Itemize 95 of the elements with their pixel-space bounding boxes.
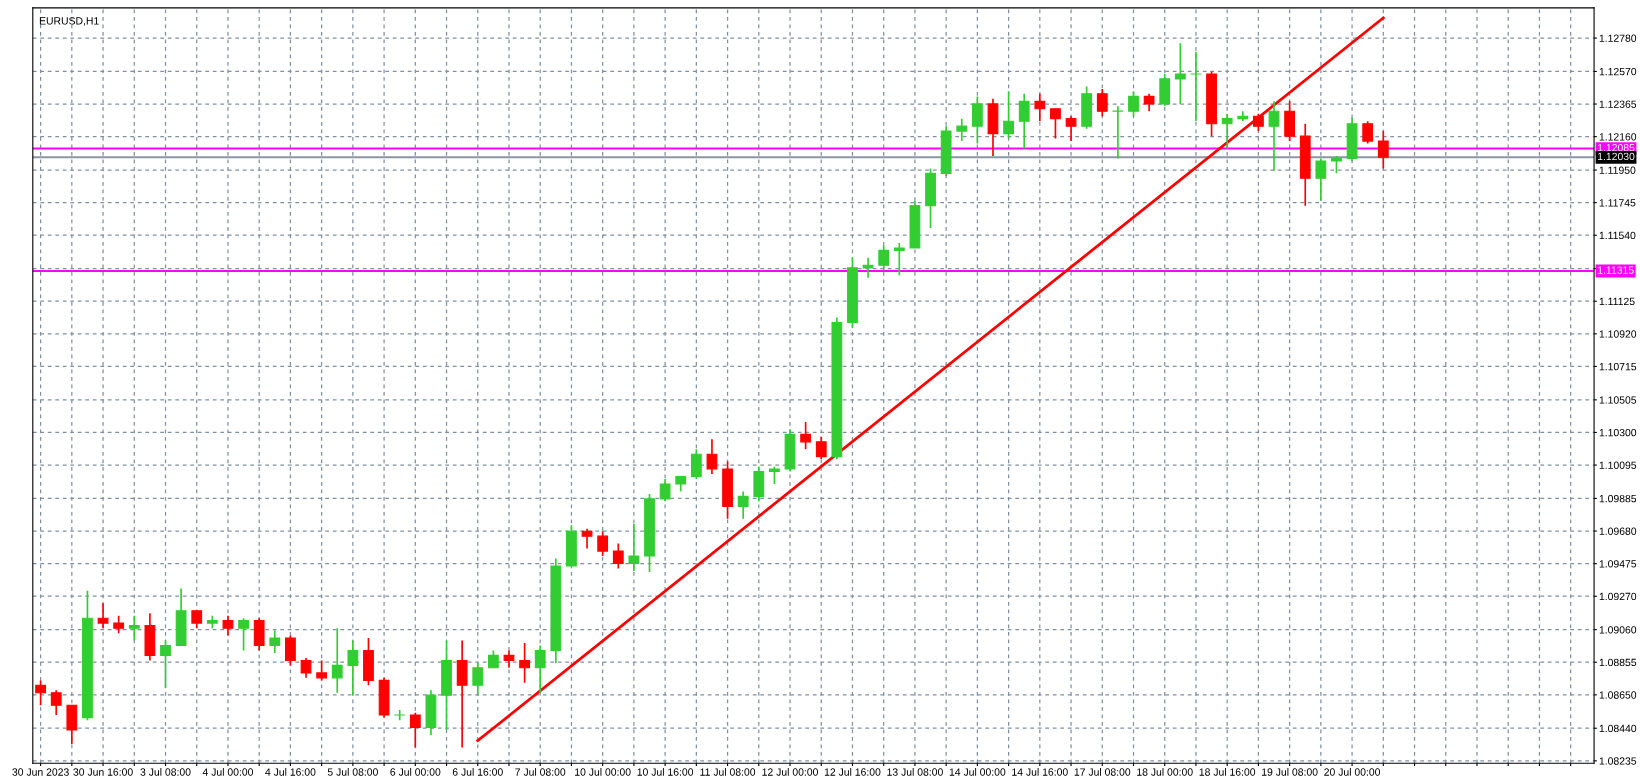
candlestick (50, 689, 62, 716)
ref-line-label: 1.12085 (1598, 143, 1635, 152)
y-tick-label: 1.09060 (1599, 626, 1637, 634)
candlestick (1112, 105, 1124, 160)
candlestick (160, 639, 171, 689)
candlestick (300, 657, 312, 679)
candlestick (238, 617, 249, 652)
x-tick-label: 19 Jul 08:00 (1262, 768, 1318, 776)
y-tick-label: 1.08235 (1599, 757, 1637, 765)
y-tick-label: 1.12160 (1599, 133, 1637, 141)
x-tick-label: 30 Jun 2023 (12, 768, 69, 776)
y-tick-label: 1.08650 (1599, 691, 1637, 699)
y-tick-label: 1.11745 (1599, 199, 1636, 207)
x-tick-label: 30 Jun 16:00 (73, 768, 133, 776)
candlestick (690, 448, 702, 480)
candlestick (1174, 42, 1186, 105)
candlestick (971, 95, 983, 145)
y-tick-label: 1.11125 (1599, 297, 1635, 306)
x-tick-label: 11 Jul 08:00 (700, 768, 756, 776)
candlestick (893, 242, 905, 277)
candlestick (956, 117, 968, 142)
y-tick-label: 1.12570 (1599, 67, 1637, 76)
x-tick-label: 20 Jul 00:00 (1324, 768, 1381, 776)
y-tick-label: 1.10920 (1599, 330, 1637, 338)
text: EURUSD,H1 (39, 17, 99, 26)
y-tick-label: 1.10715 (1599, 362, 1637, 371)
y-tick-label: 1.11950 (1599, 166, 1636, 174)
x-tick-label: 4 Jul 00:00 (202, 768, 254, 776)
candlestick (534, 644, 546, 694)
candlestick (1190, 50, 1202, 123)
x-tick-label: 10 Jul 00:00 (575, 768, 631, 776)
candlestick (35, 679, 47, 707)
ref-line-label: 1.12030 (1598, 152, 1635, 161)
x-tick-label: 12 Jul 16:00 (824, 768, 881, 776)
candlestick (285, 634, 296, 667)
candlestick (269, 629, 281, 654)
x-tick-label: 6 Jul 16:00 (452, 768, 503, 776)
y-tick-label: 1.12365 (1599, 100, 1637, 108)
y-tick-label: 1.10095 (1599, 461, 1637, 469)
candlestick (1018, 93, 1030, 150)
candlestick (597, 530, 609, 557)
y-tick-label: 1.08440 (1599, 724, 1637, 733)
candlestick (331, 627, 343, 694)
x-tick-label: 18 Jul 00:00 (1137, 768, 1193, 776)
candlestick (1050, 107, 1061, 140)
candlestick (800, 421, 812, 450)
candlestick (1003, 90, 1014, 140)
candlestick (1128, 90, 1139, 118)
y-tick-label: 1.09680 (1599, 527, 1637, 535)
candlestick (581, 527, 593, 550)
x-tick-label: 17 Jul 08:00 (1074, 768, 1131, 776)
candlestick (706, 438, 718, 475)
y-tick-label: 1.09885 (1599, 494, 1637, 503)
candlestick (737, 490, 749, 520)
candlestick (472, 662, 484, 697)
x-tick-label: 10 Jul 16:00 (637, 768, 694, 776)
x-tick-label: 4 Jul 16:00 (265, 768, 316, 776)
candlestick (316, 659, 328, 682)
candlestick (1034, 93, 1046, 123)
candlestick (1221, 112, 1233, 150)
y-tick-label: 1.08855 (1599, 658, 1637, 667)
candlestick (1377, 130, 1389, 170)
candlestick (659, 478, 671, 503)
y-tick-label: 1.11540 (1599, 231, 1636, 240)
candlestick (409, 711, 421, 749)
candlestick (394, 709, 406, 721)
candlestick (612, 542, 624, 570)
x-tick-label: 14 Jul 00:00 (949, 768, 1006, 776)
candlestick (1315, 157, 1327, 202)
candlestick (815, 435, 827, 460)
candlestick (97, 602, 109, 630)
y-tick-label: 1.10505 (1599, 396, 1637, 404)
candlestick (519, 642, 530, 684)
candlestick (347, 639, 359, 697)
y-tick-label: 1.09475 (1599, 560, 1637, 568)
x-tick-label: 6 Jul 00:00 (390, 768, 441, 776)
ref-line-label: 1.11315 (1598, 266, 1634, 274)
x-tick-label: 13 Jul 08:00 (887, 768, 943, 776)
x-tick-label: 14 Jul 16:00 (1012, 768, 1068, 776)
x-tick-label: 3 Jul 08:00 (140, 768, 191, 776)
y-tick-label: 1.12780 (1599, 34, 1637, 42)
y-tick-label: 1.10300 (1599, 428, 1637, 437)
candlestick (1268, 100, 1280, 172)
candlestick (128, 614, 140, 642)
x-tick-label: 12 Jul 00:00 (762, 768, 818, 776)
candlestick (628, 522, 640, 572)
candlestick (222, 614, 234, 637)
candlestick (1065, 115, 1077, 142)
x-tick-label: 7 Jul 08:00 (515, 768, 566, 776)
candlestick (1362, 120, 1374, 145)
candlestick (878, 244, 890, 272)
y-tick-label: 1.09270 (1599, 592, 1637, 601)
candlestick (1096, 88, 1108, 118)
x-tick-label: 18 Jul 16:00 (1199, 768, 1256, 776)
x-tick-label: 5 Jul 08:00 (327, 768, 378, 776)
